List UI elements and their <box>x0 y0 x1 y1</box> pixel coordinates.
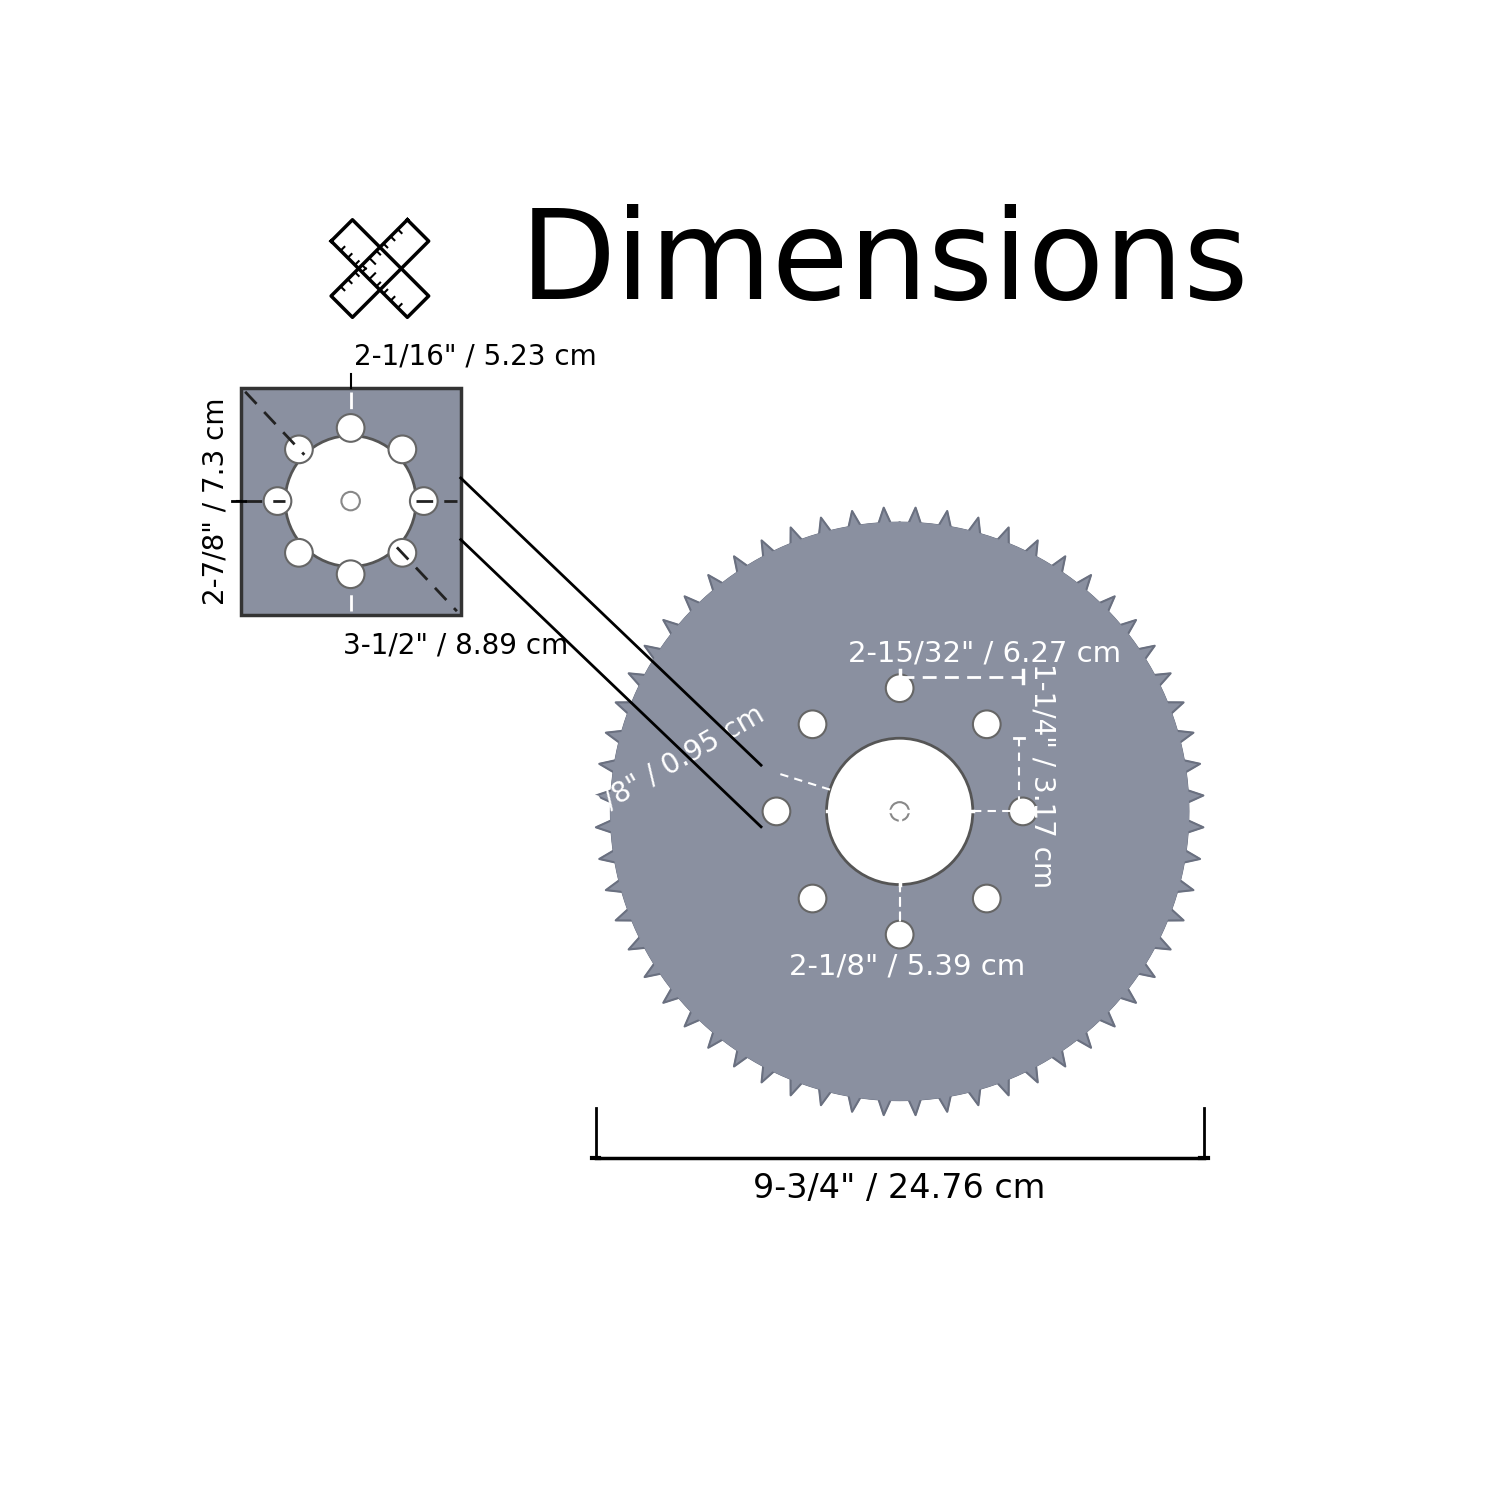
Polygon shape <box>332 220 429 318</box>
Circle shape <box>762 798 790 825</box>
Circle shape <box>974 885 1000 912</box>
Bar <box>242 388 460 615</box>
Circle shape <box>264 488 291 514</box>
Text: Dimensions: Dimensions <box>519 204 1250 326</box>
Circle shape <box>798 711 826 738</box>
Circle shape <box>285 435 314 463</box>
Circle shape <box>891 802 909 820</box>
Circle shape <box>410 488 438 514</box>
Circle shape <box>388 538 416 567</box>
Polygon shape <box>332 220 429 318</box>
Text: 3-1/2" / 8.89 cm: 3-1/2" / 8.89 cm <box>344 632 568 660</box>
Circle shape <box>974 711 1000 738</box>
Polygon shape <box>596 507 1203 1114</box>
Circle shape <box>338 414 364 442</box>
Text: 9-3/4" / 24.76 cm: 9-3/4" / 24.76 cm <box>753 1172 1046 1204</box>
Circle shape <box>610 522 1188 1100</box>
Text: 2-7/8" / 7.3 cm: 2-7/8" / 7.3 cm <box>201 398 229 604</box>
Circle shape <box>342 492 360 510</box>
Circle shape <box>388 435 416 463</box>
Text: 1-1/4" / 3.17 cm: 1-1/4" / 3.17 cm <box>1028 663 1056 888</box>
Circle shape <box>798 885 826 912</box>
Circle shape <box>827 738 974 885</box>
Text: 2-1/8" / 5.39 cm: 2-1/8" / 5.39 cm <box>789 952 1026 981</box>
Circle shape <box>285 538 314 567</box>
Circle shape <box>285 435 416 567</box>
Circle shape <box>886 921 914 948</box>
Circle shape <box>886 675 914 702</box>
Circle shape <box>1010 798 1036 825</box>
Circle shape <box>338 561 364 588</box>
Text: 2-15/32" / 6.27 cm: 2-15/32" / 6.27 cm <box>847 639 1120 668</box>
Text: 2-1/16" / 5.23 cm: 2-1/16" / 5.23 cm <box>354 344 597 370</box>
Text: 3/8" / 0.95 cm: 3/8" / 0.95 cm <box>584 700 768 824</box>
